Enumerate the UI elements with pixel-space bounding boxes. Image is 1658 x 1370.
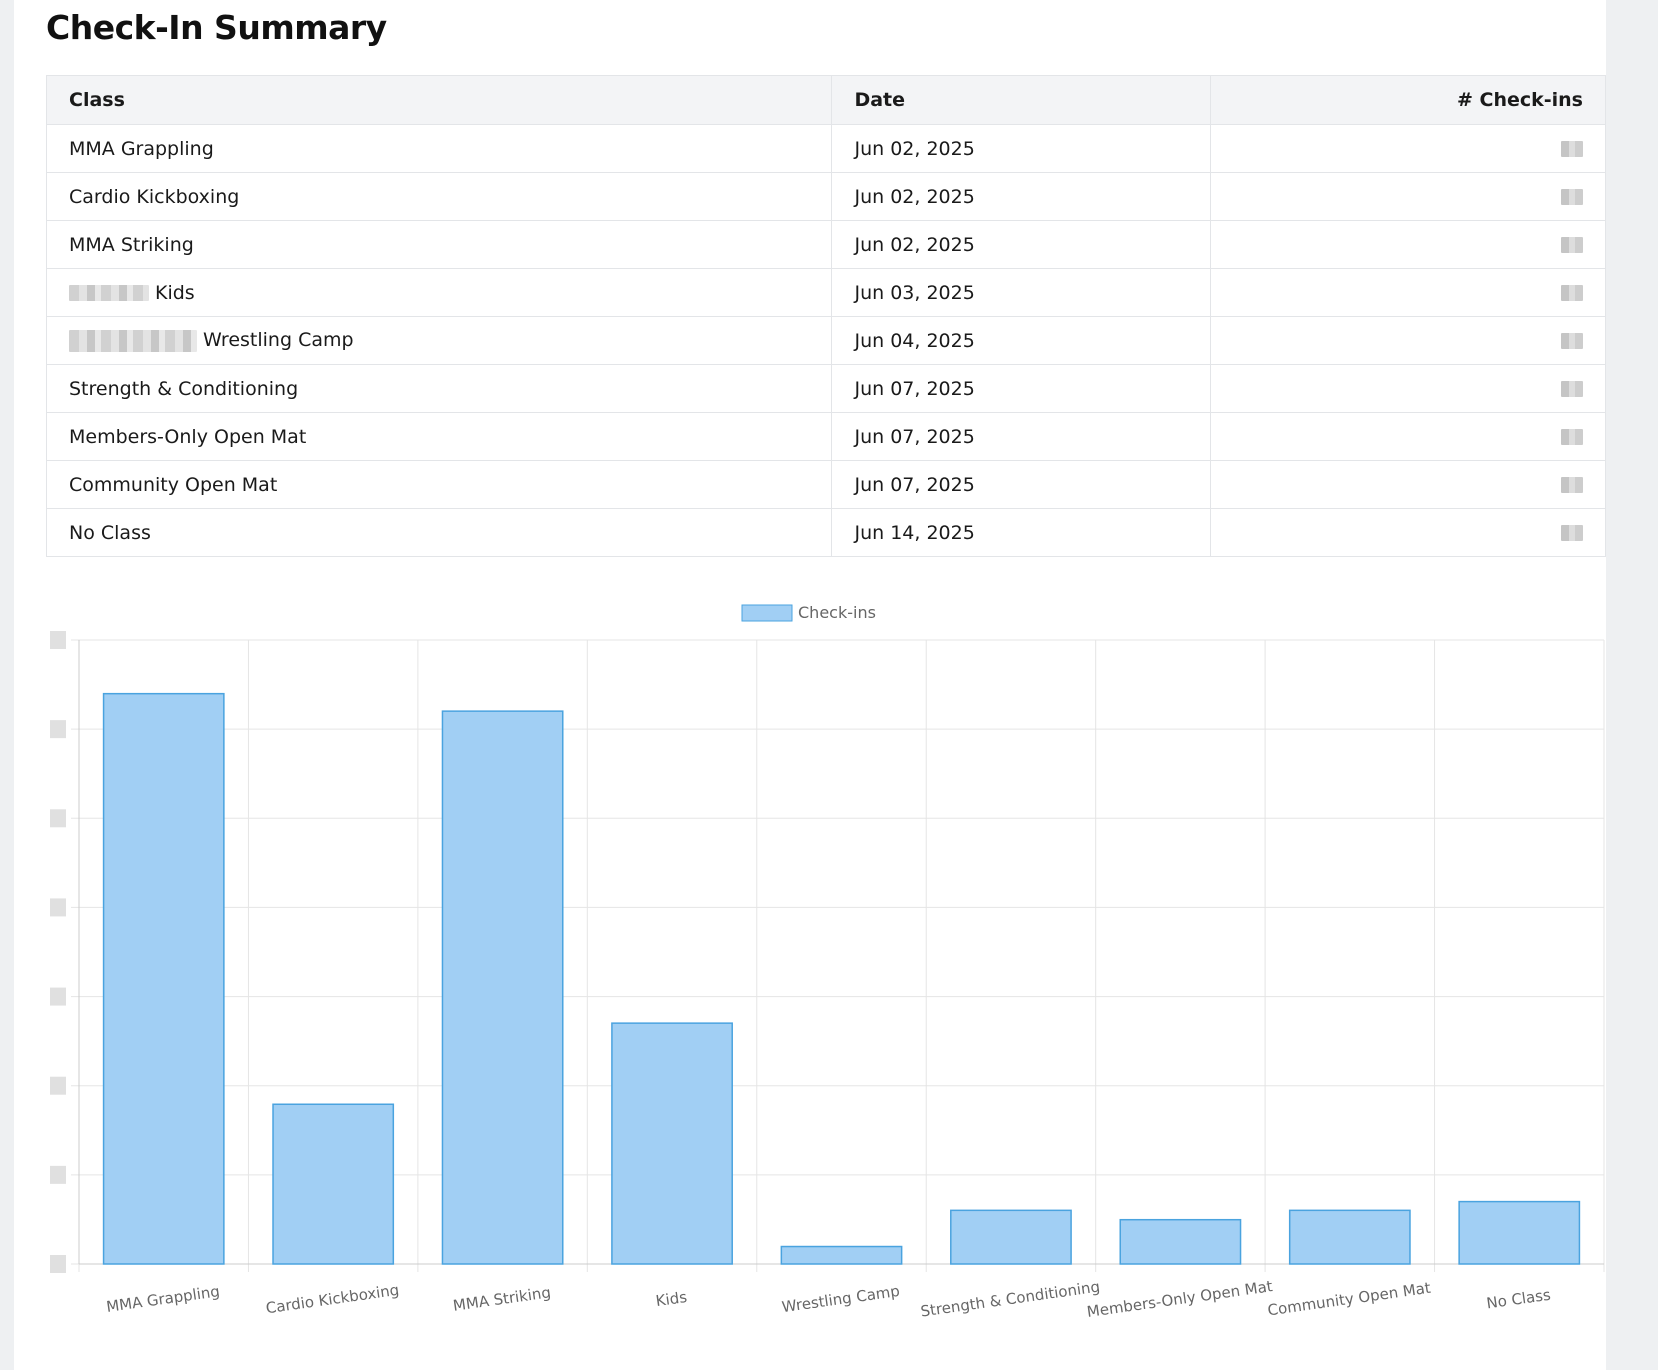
- redacted-count: [1561, 381, 1583, 397]
- y-tick-label-redacted: [50, 987, 66, 1006]
- cell-date: Jun 03, 2025: [831, 268, 1212, 317]
- cell-checkins: [1210, 508, 1606, 557]
- chart-bar: [1119, 1218, 1242, 1265]
- cell-class: Wrestling Camp: [45, 316, 833, 365]
- x-tick-label: MMA Grappling: [105, 1282, 221, 1316]
- x-tick-label: No Class: [1485, 1286, 1552, 1313]
- chart-bar: [441, 710, 564, 1265]
- x-tick-label: Community Open Mat: [1266, 1279, 1431, 1320]
- chart-bar: [1288, 1209, 1411, 1265]
- cell-date: Jun 02, 2025: [831, 124, 1212, 173]
- chart-grid: [71, 639, 1605, 1272]
- chart-bar: [102, 692, 225, 1265]
- table-row: Wrestling Camp Jun 04, 2025: [45, 316, 1606, 365]
- redacted-count: [1561, 141, 1583, 157]
- class-name: Cardio Kickboxing: [69, 185, 240, 208]
- redacted-count: [1561, 333, 1583, 349]
- chart-bar: [780, 1245, 903, 1265]
- cell-checkins: [1210, 364, 1606, 413]
- cell-date: Jun 02, 2025: [831, 172, 1212, 221]
- class-name: MMA Grappling: [69, 137, 214, 160]
- page: Check-In Summary Class Date # Check-ins …: [14, 0, 1606, 1370]
- cell-checkins: [1210, 268, 1606, 317]
- x-tick-label: Wrestling Camp: [781, 1282, 901, 1316]
- cell-class: Members-Only Open Mat: [45, 412, 833, 461]
- table-row: Members-Only Open Mat Jun 07, 2025: [45, 412, 1606, 461]
- redacted-count: [1561, 189, 1583, 205]
- y-tick-label-redacted: [50, 1255, 66, 1273]
- cell-date: Jun 04, 2025: [831, 316, 1212, 365]
- table-row: MMA Striking Jun 02, 2025: [45, 220, 1606, 269]
- legend-label: Check-ins: [798, 603, 876, 622]
- cell-checkins: [1210, 412, 1606, 461]
- column-header-date[interactable]: Date: [831, 75, 1212, 125]
- table-row: Kids Jun 03, 2025: [45, 268, 1606, 317]
- checkins-bar-chart: MMA Grappling Cardio Kickboxing MMA Striki…: [46, 598, 1606, 1370]
- column-header-checkins[interactable]: # Check-ins: [1210, 75, 1606, 125]
- checkin-table: Class Date # Check-ins MMA Grappling Jun …: [45, 75, 1606, 557]
- table-row: MMA Grappling Jun 02, 2025: [45, 124, 1606, 173]
- chart-bar: [1458, 1200, 1581, 1265]
- cell-class: MMA Grappling: [45, 124, 833, 173]
- cell-class: Strength & Conditioning: [45, 364, 833, 413]
- table-row: Community Open Mat Jun 07, 2025: [45, 460, 1606, 509]
- y-tick-label-redacted: [50, 1165, 66, 1184]
- y-tick-label-redacted: [50, 809, 66, 828]
- cell-class: Community Open Mat: [45, 460, 833, 509]
- cell-class: MMA Striking: [45, 220, 833, 269]
- cell-date: Jun 07, 2025: [831, 460, 1212, 509]
- redacted-count: [1561, 237, 1583, 253]
- chart-canvas: MMA Grappling Cardio Kickboxing MMA Striki…: [50, 603, 1605, 1321]
- cell-checkins: [1210, 124, 1606, 173]
- cell-date: Jun 07, 2025: [831, 364, 1212, 413]
- cell-class: No Class: [45, 508, 833, 557]
- table-row: Strength & Conditioning Jun 07, 2025: [45, 364, 1606, 413]
- table-header-row: Class Date # Check-ins: [45, 75, 1606, 125]
- x-tick-label: Cardio Kickboxing: [265, 1281, 401, 1318]
- redacted-text: [69, 285, 149, 301]
- class-name: Kids: [155, 281, 195, 304]
- y-tick-label-redacted: [50, 720, 66, 739]
- cell-class: Kids: [45, 268, 833, 317]
- chart-bar: [272, 1103, 395, 1265]
- class-name: Community Open Mat: [69, 473, 278, 496]
- table-body: MMA Grappling Jun 02, 2025 Cardio Kickboxi…: [45, 124, 1606, 557]
- cell-checkins: [1210, 316, 1606, 365]
- cell-checkins: [1210, 460, 1606, 509]
- y-tick-label-redacted: [50, 631, 66, 649]
- class-name: Strength & Conditioning: [69, 377, 299, 400]
- x-tick-label: Kids: [655, 1288, 689, 1310]
- class-name: MMA Striking: [69, 233, 194, 256]
- chart-bar: [950, 1209, 1072, 1265]
- redacted-count: [1561, 285, 1583, 301]
- x-tick-label: Members-Only Open Mat: [1086, 1277, 1274, 1321]
- cell-class: Cardio Kickboxing: [45, 172, 833, 221]
- table-row: Cardio Kickboxing Jun 02, 2025: [45, 172, 1606, 221]
- table-row: No Class Jun 14, 2025: [45, 508, 1606, 557]
- y-tick-label-redacted: [50, 1076, 66, 1095]
- cell-checkins: [1210, 172, 1606, 221]
- chart-bar: [611, 1022, 733, 1265]
- page-title: Check-In Summary: [46, 8, 387, 47]
- y-tick-label-redacted: [50, 898, 66, 917]
- cell-date: Jun 02, 2025: [831, 220, 1212, 269]
- chart-legend: Check-ins: [741, 603, 876, 622]
- column-header-class[interactable]: Class: [45, 75, 833, 125]
- class-name: Wrestling Camp: [203, 329, 354, 352]
- cell-date: Jun 14, 2025: [831, 508, 1212, 557]
- class-name: No Class: [69, 521, 151, 544]
- cell-date: Jun 07, 2025: [831, 412, 1212, 461]
- x-tick-label: Strength & Conditioning: [919, 1278, 1101, 1321]
- redacted-text: [69, 329, 197, 352]
- redacted-count: [1561, 429, 1583, 445]
- redacted-count: [1561, 477, 1583, 493]
- class-name: Members-Only Open Mat: [69, 425, 307, 448]
- x-tick-label: MMA Striking: [452, 1283, 552, 1315]
- cell-checkins: [1210, 220, 1606, 269]
- legend-swatch: [741, 604, 793, 622]
- redacted-count: [1561, 525, 1583, 541]
